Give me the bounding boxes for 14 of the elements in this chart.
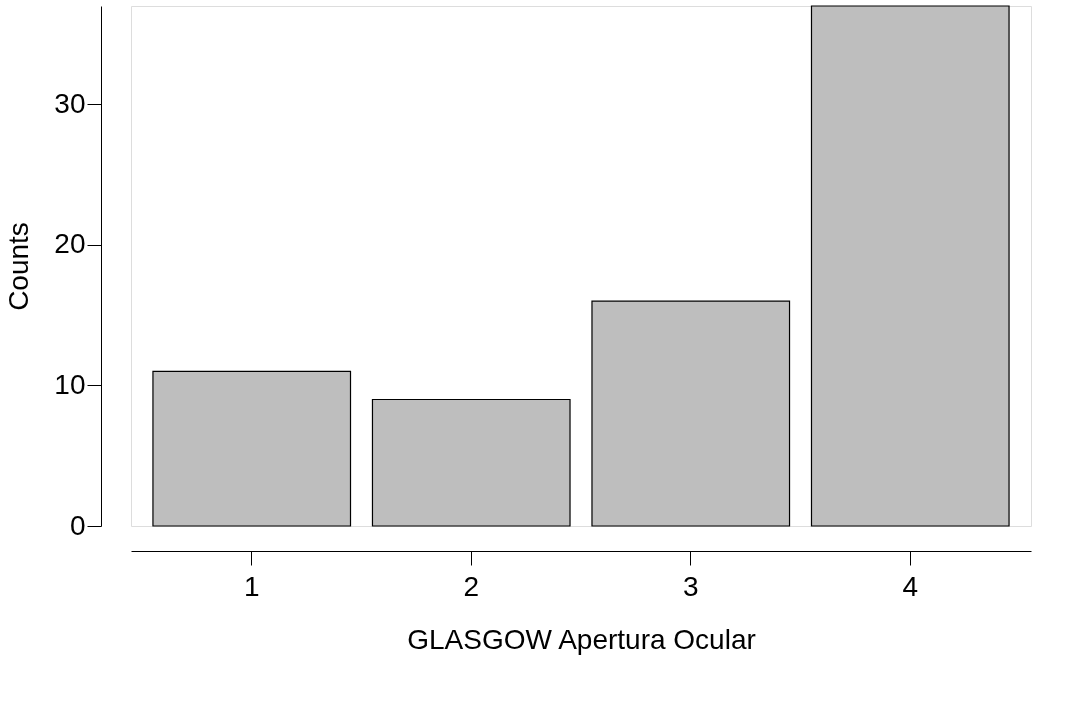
bar [152, 370, 352, 527]
x-tick-label: 4 [902, 570, 919, 602]
x-tick-label: 1 [243, 570, 260, 602]
y-tick-label: 10 [54, 368, 86, 400]
y-axis-title: Counts [3, 222, 35, 311]
bar [371, 398, 571, 527]
y-tick-label: 30 [54, 87, 86, 119]
y-tick-label: 20 [54, 228, 86, 260]
x-tick-label: 3 [682, 570, 699, 602]
bar [591, 300, 791, 527]
y-tick-label: 0 [69, 509, 86, 541]
x-axis-title: GLASGOW Apertura Ocular [407, 623, 756, 655]
bar [810, 5, 1010, 527]
x-tick-label: 2 [463, 570, 480, 602]
